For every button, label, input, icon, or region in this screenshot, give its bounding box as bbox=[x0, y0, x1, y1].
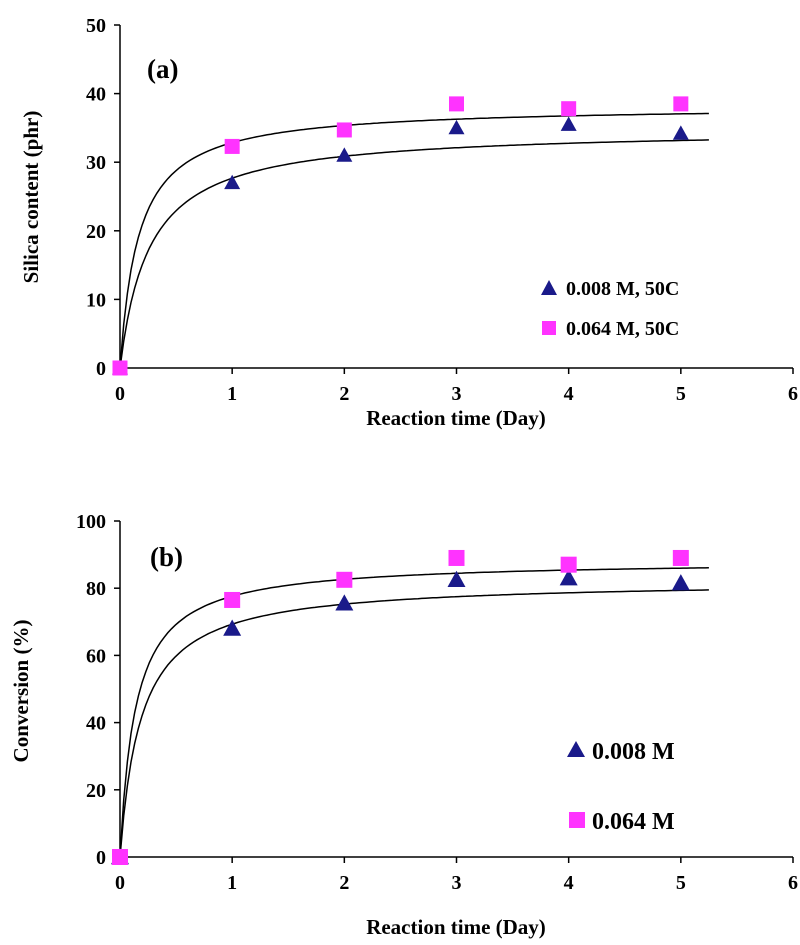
legend-marker-square bbox=[569, 812, 585, 828]
y-tick-label: 50 bbox=[86, 15, 106, 37]
data-point-square bbox=[336, 122, 352, 138]
data-point-square bbox=[560, 556, 577, 573]
legend-label: 0.008 M, 50C bbox=[566, 278, 679, 300]
data-point-square bbox=[224, 591, 241, 608]
y-ticks: 0 10 20 30 40 50 bbox=[86, 15, 120, 380]
legend-label: 0.064 M bbox=[592, 809, 675, 835]
data-markers bbox=[111, 549, 690, 865]
y-tick-label: 40 bbox=[86, 713, 106, 735]
y-tick-label: 30 bbox=[86, 152, 106, 174]
x-axis-label: Reaction time (Day) bbox=[366, 406, 546, 430]
data-point-square bbox=[336, 571, 353, 588]
data-point-square bbox=[561, 101, 577, 117]
legend-marker-triangle bbox=[541, 280, 557, 295]
data-point-square bbox=[448, 549, 465, 566]
x-tick-label: 5 bbox=[676, 383, 686, 405]
x-tick-label: 0 bbox=[115, 872, 125, 894]
x-tick-label: 6 bbox=[788, 872, 798, 894]
y-tick-label: 40 bbox=[86, 84, 106, 106]
y-axis-label: Silica content (phr) bbox=[19, 111, 43, 284]
chart-a: 0 10 20 30 40 50 0 1 2 3 4 5 6 (a) Reaction time (D… bbox=[19, 15, 798, 430]
x-tick-label: 1 bbox=[227, 872, 237, 894]
data-point-square bbox=[224, 138, 240, 154]
legend-marker-square bbox=[542, 321, 556, 335]
trendline bbox=[119, 139, 709, 369]
y-tick-label: 100 bbox=[76, 511, 106, 533]
legend: 0.008 M, 50C 0.064 M, 50C bbox=[541, 278, 679, 340]
y-tick-label: 20 bbox=[86, 221, 106, 243]
x-tick-label: 3 bbox=[452, 872, 462, 894]
data-point-square bbox=[449, 96, 464, 112]
y-tick-label: 0 bbox=[96, 358, 106, 380]
data-point-triangle bbox=[448, 119, 465, 135]
data-point-triangle bbox=[335, 594, 354, 611]
trendline bbox=[119, 112, 709, 369]
legend-marker-triangle bbox=[567, 741, 585, 757]
x-tick-label: 4 bbox=[564, 872, 574, 894]
data-point-square bbox=[673, 96, 689, 112]
x-axis-label: Reaction time (Day) bbox=[366, 915, 546, 939]
data-point-triangle bbox=[671, 574, 690, 591]
x-ticks: 0 1 2 3 4 5 6 bbox=[115, 857, 798, 894]
data-point-triangle bbox=[560, 116, 577, 131]
y-tick-label: 10 bbox=[86, 289, 106, 311]
data-markers bbox=[112, 96, 689, 376]
data-point-triangle bbox=[672, 125, 689, 140]
panel-label: (a) bbox=[147, 54, 178, 84]
chart-b: 0 20 40 60 80 100 0 1 2 3 4 5 6 (b) Reaction time (… bbox=[9, 511, 798, 939]
y-tick-label: 60 bbox=[86, 645, 106, 667]
legend: 0.008 M 0.064 M bbox=[567, 739, 675, 835]
panel-label: (b) bbox=[150, 542, 183, 572]
trendlines bbox=[119, 112, 709, 369]
x-tick-label: 1 bbox=[227, 383, 237, 405]
y-tick-label: 0 bbox=[96, 847, 106, 869]
x-tick-label: 3 bbox=[452, 383, 462, 405]
legend-label: 0.008 M bbox=[592, 739, 675, 765]
x-tick-label: 2 bbox=[339, 383, 349, 405]
data-point-square bbox=[112, 849, 128, 865]
x-tick-label: 2 bbox=[339, 872, 349, 894]
data-point-triangle bbox=[336, 147, 353, 162]
data-point-triangle bbox=[223, 619, 242, 636]
x-tick-label: 5 bbox=[676, 872, 686, 894]
x-tick-label: 6 bbox=[788, 383, 798, 405]
y-tick-label: 80 bbox=[86, 578, 106, 600]
data-point-square bbox=[112, 360, 128, 376]
legend-label: 0.064 M, 50C bbox=[566, 318, 679, 340]
trendline bbox=[119, 567, 709, 858]
x-tick-label: 4 bbox=[564, 383, 574, 405]
x-tick-label: 0 bbox=[115, 383, 125, 405]
trendlines bbox=[119, 567, 709, 858]
data-point-triangle bbox=[447, 570, 466, 587]
trendline bbox=[119, 589, 709, 858]
y-tick-label: 20 bbox=[86, 780, 106, 802]
data-point-square bbox=[672, 549, 689, 566]
y-axis-label: Conversion (%) bbox=[9, 620, 33, 763]
y-ticks: 0 20 40 60 80 100 bbox=[76, 511, 120, 869]
data-point-triangle bbox=[224, 174, 241, 190]
data-point-triangle bbox=[559, 569, 578, 586]
x-ticks: 0 1 2 3 4 5 6 bbox=[115, 368, 798, 405]
